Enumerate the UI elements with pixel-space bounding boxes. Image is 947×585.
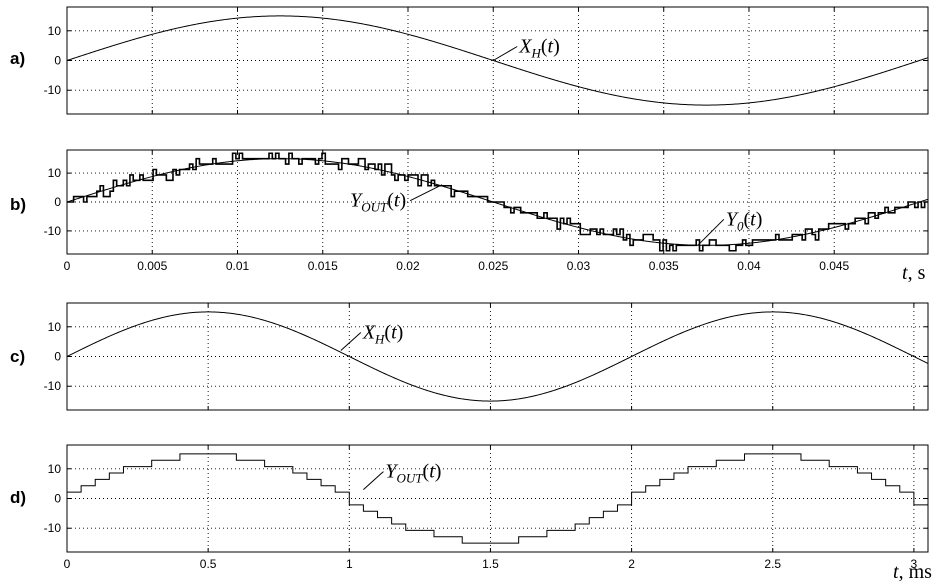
panel-label-c: c) [10,347,25,366]
x-tick-label: 1.5 [482,557,499,571]
panel-label-a: a) [10,49,25,68]
x-tick-label: 2.5 [764,557,781,571]
panel-label-b: b) [10,195,26,214]
panel-label-d: d) [10,488,26,507]
y-tick-label: 0 [54,54,61,68]
chart-panel-b: b) -10 0 10 0 0.005 0.01 0.015 0.02 0.025 0.03 0.0… [10,149,929,273]
x-tick-label: 0.015 [308,259,338,273]
plot-area-c: -10 0 10 XH(t) [44,302,929,411]
x-tick-label: 0.01 [226,259,250,273]
y-tick-label: 10 [48,462,62,476]
annotation-leader [409,184,443,202]
annotation-label: XH(t) [518,36,560,61]
x-tick-label: 1 [346,557,353,571]
x-tick-label: 0.045 [819,259,849,273]
y-tick-label: -10 [44,83,62,97]
plot-area-d: -10 0 10 0 0.5 1 1.5 2 2.5 3 YOUT(t) [44,444,929,571]
x-tick-label: 0.5 [200,557,217,571]
plot-area-b: -10 0 10 0 0.005 0.01 0.015 0.02 0.025 0.03 0.035 0… [44,149,929,273]
annotation-label: XH(t) [362,322,404,347]
x-tick-label: 0.005 [137,259,167,273]
y-tick-label: 10 [48,166,62,180]
y-tick-label: 0 [54,195,61,209]
y-tick-label: -10 [44,379,62,393]
x-tick-label: 0.02 [396,259,420,273]
x-axis-label-seconds: t, s [902,262,926,284]
y-tick-label: -10 [44,224,62,238]
annotation-leader [340,332,362,351]
x-tick-label: 0.035 [649,259,679,273]
chart-panel-c: c) -10 0 10 XH(t) [10,302,929,411]
series-line-yout-staircase [67,453,928,544]
plot-area-a: -10 0 10 XH(t) [44,6,929,115]
x-tick-label: 0.025 [478,259,508,273]
annotation-label: YOUT(t) [385,461,441,486]
annotation-leader [492,46,518,61]
axes-frame [66,302,929,411]
y-tick-label: 10 [48,320,62,334]
x-tick-label: 0 [64,259,71,273]
x-tick-label: 2 [628,557,635,571]
x-axis-label-milliseconds: t, ms [893,561,932,583]
axes-frame [66,444,929,553]
y-tick-label: -10 [44,521,62,535]
chart-panel-d: d) -10 0 10 0 0.5 1 1.5 2 2.5 3 YOUT(t) [10,444,929,571]
annotation-label: Y0(t) [726,208,763,233]
y-tick-label: 10 [48,24,62,38]
y-tick-label: 0 [54,350,61,364]
x-tick-label: 3 [911,557,918,571]
series-line-y0t [66,158,929,246]
annotation-leader [363,471,384,490]
series-line-xht [66,15,929,106]
x-tick-label: 0.04 [737,259,761,273]
axes-frame [66,6,929,115]
x-tick-label: 0 [64,557,71,571]
annotation-leader [697,218,725,246]
annotation-label: YOUT(t) [350,190,406,215]
chart-panel-a: a) -10 0 10 XH(t) [10,6,929,115]
y-tick-label: 0 [54,492,61,506]
series-line-xht [66,311,929,402]
x-tick-label: 0.03 [567,259,591,273]
